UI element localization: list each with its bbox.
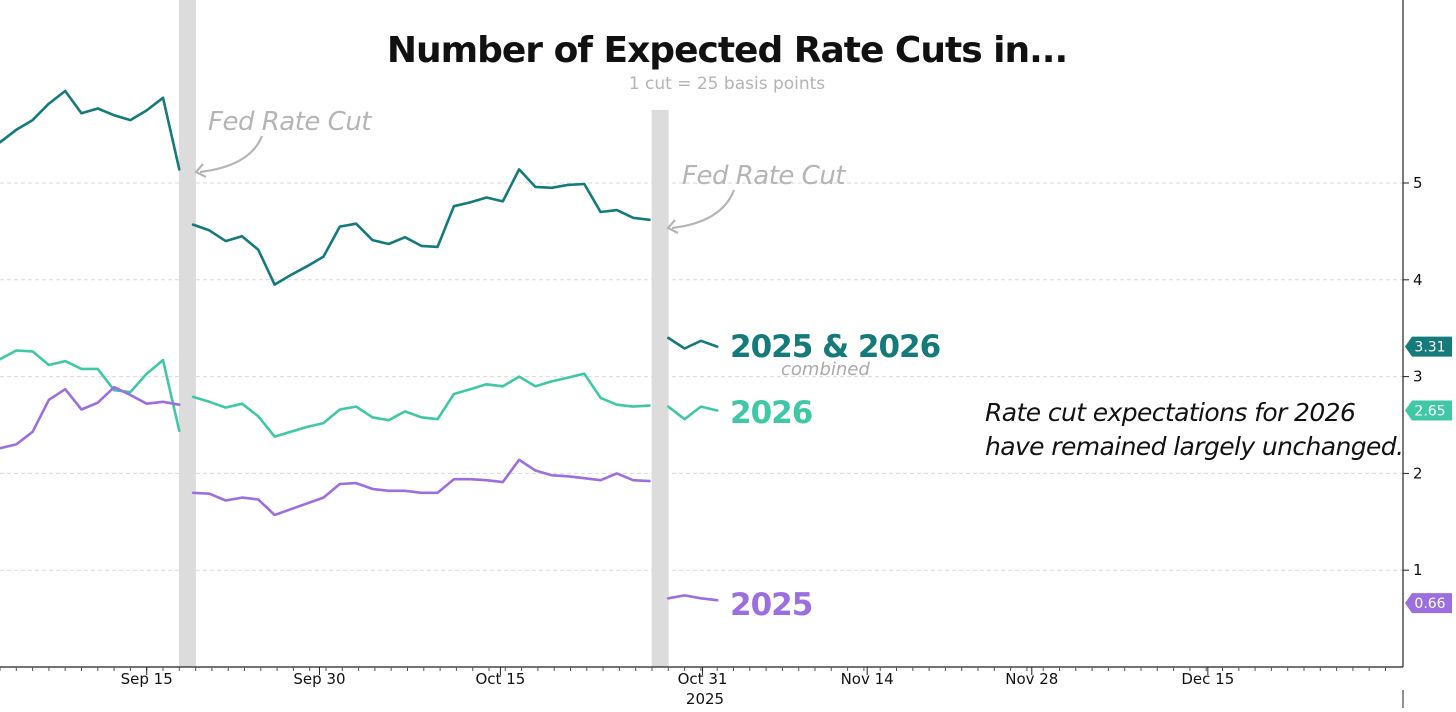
series-sublabel-combined: combined [781,359,870,380]
series-label-2026: 2026 [730,395,812,431]
series-line-0-seg-0 [0,89,181,171]
series-label-2025: 2025 [730,587,812,623]
x-tick-label: Nov 28 [1005,670,1058,688]
x-tick-label: Nov 14 [841,670,894,688]
series-lines [0,89,719,602]
chart-title: Number of Expected Rate Cuts in... [387,30,1067,71]
note-line-1: Rate cut expectations for 2026 [985,398,1355,427]
x-tick-label: Dec 15 [1181,670,1234,688]
series-line-2-seg-1 [191,458,651,517]
note-line-2: have remained largely unchanged. [985,432,1403,461]
last-value-badges: 3.31 2.65 0.66 [1405,336,1452,614]
chart-subtitle: 1 cut = 25 basis points [629,74,825,94]
series-line-2-seg-2 [666,594,719,602]
event-arrow-1 [199,135,264,174]
x-ticks: Sep 15 Sep 30 Oct 15 Oct 31 Nov 14 Nov 28 Dec … [0,667,1386,688]
series-line-1-seg-1 [191,372,651,438]
y-ticks: 1 2 3 4 5 [1403,174,1423,579]
y-tick-label: 4 [1413,271,1423,289]
x-tick-label: Sep 15 [121,670,173,688]
event-label-2: Fed Rate Cut [682,161,846,191]
badge-shape [1405,400,1452,421]
grid [0,182,1403,571]
y-tick-label: 5 [1413,174,1423,192]
y-tick-label: 3 [1413,368,1423,386]
badge-value: 3.31 [1414,340,1445,356]
x-tick-label: Oct 15 [476,670,526,688]
x-tick-label: Oct 31 [678,670,728,688]
series-line-0-seg-2 [666,336,719,350]
fed-rate-cut-band-1 [178,0,196,667]
fed-rate-cut-band-2 [651,110,669,667]
last-value-badge-0: 3.31 [1405,336,1452,357]
event-arrow-2 [671,189,736,230]
last-value-badge-1: 2.65 [1405,400,1452,421]
x-axis-year-label: 2025 [686,690,724,708]
series-line-1-seg-0 [0,349,181,433]
badge-shape [1405,593,1452,614]
event-arrowhead-1 [194,163,207,178]
badge-shape [1405,336,1452,357]
event-label-1: Fed Rate Cut [208,107,372,137]
series-line-0-seg-1 [191,168,651,286]
series-line-2-seg-0 [0,385,181,450]
badge-value: 0.66 [1414,596,1445,612]
last-value-badge-2: 0.66 [1405,593,1452,614]
x-tick-label: Sep 30 [293,670,345,688]
event-arrowhead-2 [666,219,679,234]
event-bands [178,0,669,667]
series-label-2025-2026: 2025 & 2026 [730,329,940,365]
badge-value: 2.65 [1414,403,1445,419]
y-tick-label: 2 [1413,464,1423,482]
axes [0,0,1404,708]
series-line-1-seg-2 [666,405,719,421]
y-tick-label: 1 [1413,561,1423,579]
